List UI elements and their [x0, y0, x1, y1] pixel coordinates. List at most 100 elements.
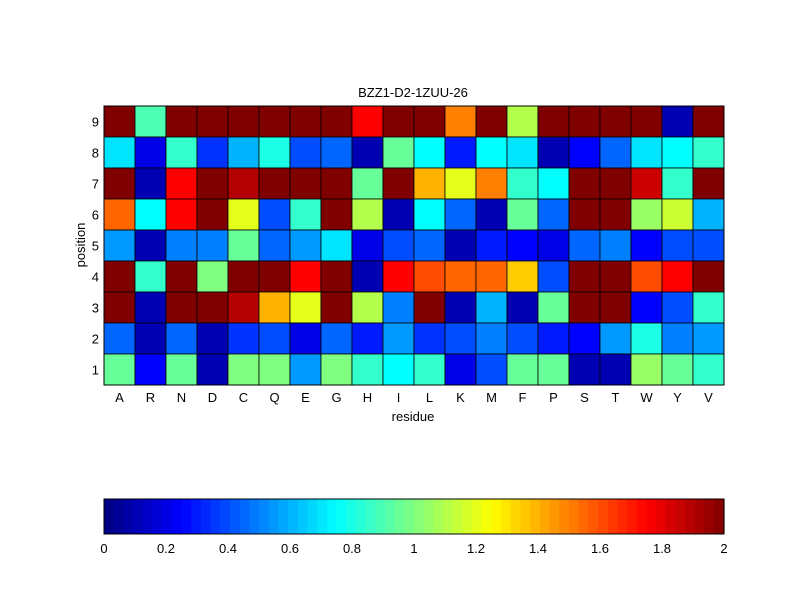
colorbar-segment — [433, 499, 444, 534]
heatmap-cell — [382, 198, 415, 231]
colorbar-segment — [656, 499, 667, 534]
heatmap-cell — [661, 167, 694, 200]
heatmap-cell — [661, 136, 694, 169]
heatmap-cell — [289, 198, 322, 231]
x-tick-label: Q — [269, 390, 279, 405]
colorbar-segment — [559, 499, 570, 534]
heatmap-cell — [661, 353, 694, 386]
colorbar-segment — [326, 499, 338, 534]
colorbar-segment — [646, 499, 657, 534]
heatmap-cell — [475, 136, 508, 169]
colorbar-segment — [685, 499, 696, 534]
heatmap-cell — [537, 198, 570, 231]
heatmap-cell — [196, 260, 229, 293]
colorbar-segment — [268, 499, 279, 534]
heatmap-cell — [258, 260, 291, 293]
heatmap-cell — [413, 322, 446, 355]
colorbar-segment — [229, 499, 241, 534]
heatmap-cell — [258, 136, 291, 169]
colorbar-segment — [171, 499, 183, 534]
y-tick-label: 7 — [92, 177, 99, 192]
x-tick-label: M — [486, 390, 497, 405]
heatmap-cell — [475, 229, 508, 262]
colorbar-segment — [588, 499, 599, 534]
heatmap-cell — [444, 260, 477, 293]
colorbar-segment — [414, 499, 425, 534]
colorbar-tick-label: 1.4 — [529, 541, 547, 556]
colorbar-tick-labels: 0 0.2 0.4 0.6 0.8 1 1.2 1.4 1.6 1.8 2 — [100, 541, 727, 556]
colorbar-segment — [365, 499, 376, 534]
colorbar-tick-label: 2 — [720, 541, 727, 556]
heatmap-cell — [599, 322, 632, 355]
colorbar-segment — [133, 499, 144, 534]
y-tick-label: 8 — [92, 146, 99, 161]
heatmap-cell — [382, 260, 415, 293]
heatmap-cell — [444, 198, 477, 231]
heatmap-cell — [320, 322, 353, 355]
x-tick-label: V — [704, 390, 713, 405]
heatmap-cell — [227, 229, 260, 262]
heatmap-cell — [289, 291, 322, 324]
heatmap-cell — [165, 136, 198, 169]
y-axis-label: position — [73, 223, 88, 268]
heatmap-cell — [413, 198, 446, 231]
heatmap-cell — [661, 105, 694, 138]
colorbar-segment — [346, 499, 357, 534]
colorbar-tick-label: 0.2 — [157, 541, 175, 556]
heatmap-cell — [351, 198, 384, 231]
x-tick-label: A — [115, 390, 124, 405]
colorbar-segment — [336, 499, 347, 534]
heatmap-cell — [196, 353, 229, 386]
colorbar-segment — [123, 499, 134, 534]
heatmap-cell — [258, 353, 291, 386]
colorbar-segment — [375, 499, 386, 534]
heatmap-cell — [103, 167, 136, 200]
heatmap-cell — [692, 322, 725, 355]
heatmap-cell — [227, 322, 260, 355]
heatmap-cell — [568, 229, 601, 262]
heatmap-cell — [506, 291, 539, 324]
heatmap-cell — [196, 291, 229, 324]
colorbar-segment — [307, 499, 318, 534]
heatmap-cell — [165, 167, 198, 200]
x-tick-label: C — [239, 390, 248, 405]
heatmap-cell — [599, 291, 632, 324]
heatmap-cell — [630, 322, 663, 355]
heatmap-cell — [506, 322, 539, 355]
heatmap-cell — [351, 136, 384, 169]
colorbar-segment — [384, 499, 396, 534]
heatmap-cells — [103, 105, 725, 386]
heatmap-cell — [351, 167, 384, 200]
heatmap-cell — [692, 198, 725, 231]
heatmap-cell — [537, 105, 570, 138]
heatmap-cell — [599, 353, 632, 386]
x-tick-label: S — [580, 390, 589, 405]
heatmap-cell — [165, 198, 198, 231]
x-tick-label: R — [146, 390, 155, 405]
heatmap-cell — [599, 136, 632, 169]
heatmap-cell — [289, 353, 322, 386]
heatmap-cell — [196, 322, 229, 355]
heatmap-cell — [351, 322, 384, 355]
colorbar-segment — [704, 499, 715, 534]
heatmap-cell — [661, 291, 694, 324]
heatmap-cell — [165, 229, 198, 262]
colorbar-segment — [210, 499, 221, 534]
heatmap-cell — [227, 291, 260, 324]
heatmap-cell — [661, 198, 694, 231]
colorbar-segment — [394, 499, 405, 534]
heatmap-cell — [320, 260, 353, 293]
heatmap-cell — [537, 260, 570, 293]
heatmap-cell — [289, 229, 322, 262]
heatmap-cell — [289, 322, 322, 355]
colorbar-segment — [297, 499, 309, 534]
colorbar-segment — [200, 499, 212, 534]
heatmap-cell — [444, 291, 477, 324]
heatmap-cell — [258, 229, 291, 262]
heatmap-cell — [320, 167, 353, 200]
heatmap-cell — [413, 167, 446, 200]
heatmap-cell — [537, 167, 570, 200]
colorbar-segment — [249, 499, 260, 534]
y-tick-label: 2 — [92, 332, 99, 347]
